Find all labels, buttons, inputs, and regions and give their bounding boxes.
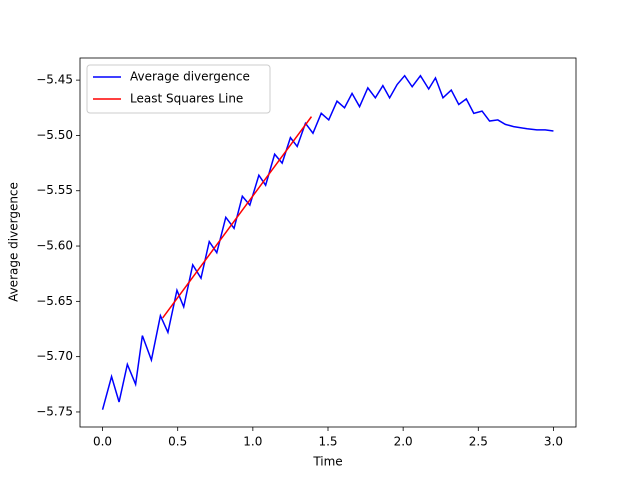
x-tick-label: 2.5 [469,435,488,449]
y-tick-label: −5.65 [36,294,73,308]
x-tick-label: 3.0 [544,435,563,449]
y-tick-label: −5.50 [36,128,73,142]
y-tick-label: −5.70 [36,349,73,363]
x-tick-label: 0.0 [93,435,112,449]
legend-label: Average divergence [130,70,250,84]
legend-label: Least Squares Line [130,92,243,106]
line-series [101,74,554,410]
x-tick-label: 1.5 [318,435,337,449]
y-tick-label: −5.45 [36,73,73,87]
x-tick-label: 2.0 [394,435,413,449]
line-series [162,116,313,319]
y-axis-label: Average divergence [7,182,21,302]
x-axis-label: Time [312,455,342,469]
x-tick-label: 1.0 [243,435,262,449]
x-tick-label: 0.5 [168,435,187,449]
y-tick-label: −5.60 [36,239,73,253]
y-tick-label: −5.75 [36,404,73,418]
y-tick-label: −5.55 [36,183,73,197]
legend-box [86,64,271,114]
